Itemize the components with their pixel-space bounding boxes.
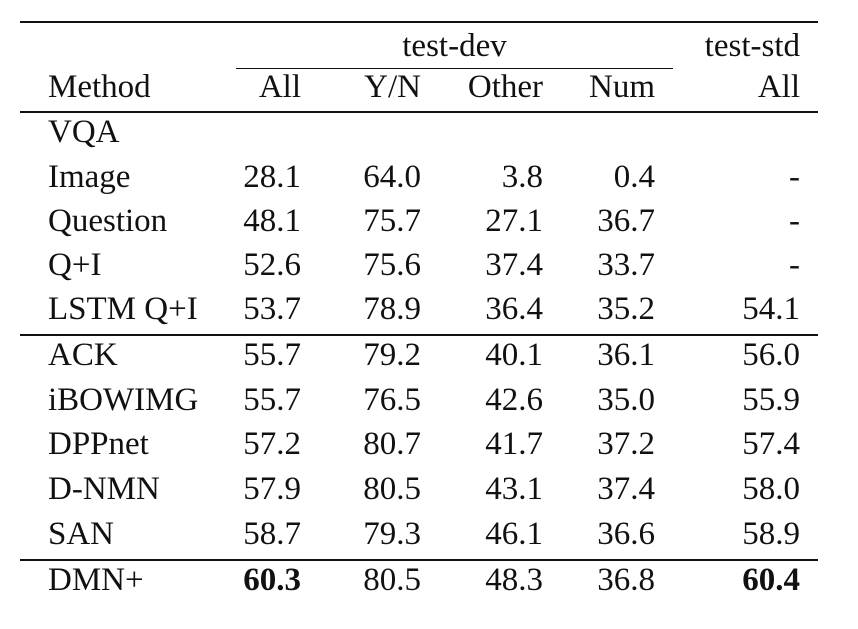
- table-cell: 40.1: [485, 337, 543, 373]
- table-cell: 35.2: [597, 291, 655, 327]
- table-cell: 35.0: [597, 382, 655, 418]
- column-header-other: Other: [467, 69, 543, 105]
- table-cell: 55.7: [243, 382, 301, 418]
- table-cell: 28.1: [243, 159, 301, 195]
- table-cell: 75.6: [363, 247, 421, 283]
- header-bottom-rule: [20, 111, 818, 113]
- column-header-method: Method: [48, 69, 151, 105]
- table-cell: 36.7: [597, 203, 655, 239]
- table-cell: 36.1: [597, 337, 655, 373]
- table-cell: 60.3: [243, 562, 301, 598]
- table-cell: 55.7: [243, 337, 301, 373]
- table-cell: 79.2: [363, 337, 421, 373]
- table-row-method: ACK: [48, 337, 118, 373]
- table-cell: 27.1: [485, 203, 543, 239]
- table-cell: 54.1: [742, 291, 800, 327]
- table-cell: 52.6: [243, 247, 301, 283]
- table-cell: 60.4: [742, 562, 800, 598]
- table-row-method: SAN: [48, 516, 115, 552]
- table-cell: 57.4: [742, 426, 800, 462]
- table-cell: 3.8: [501, 159, 543, 195]
- table-cell: 36.4: [485, 291, 543, 327]
- table-row-method: D-NMN: [48, 471, 160, 507]
- table-cell: 56.0: [742, 337, 800, 373]
- table-cell: 64.0: [363, 159, 421, 195]
- table-cell: -: [789, 159, 800, 195]
- table-cell: 57.2: [243, 426, 301, 462]
- baseline-group-rule: [20, 334, 818, 336]
- group-header-test-dev: test-dev: [402, 28, 507, 64]
- table-cell: 36.8: [597, 562, 655, 598]
- column-header-yn: Y/N: [364, 69, 421, 105]
- column-header-all: All: [258, 69, 301, 105]
- top-rule: [20, 21, 818, 23]
- table-cell: 58.0: [742, 471, 800, 507]
- table-cell: 78.9: [363, 291, 421, 327]
- table-cell: 48.1: [243, 203, 301, 239]
- table-cell: 80.5: [363, 471, 421, 507]
- table-cell: 75.7: [363, 203, 421, 239]
- table-cell: -: [789, 247, 800, 283]
- table-cell: 33.7: [597, 247, 655, 283]
- column-header-test-std-all: All: [757, 69, 800, 105]
- table-cell: 80.7: [363, 426, 421, 462]
- table-cell: 53.7: [243, 291, 301, 327]
- table-row-method: DPPnet: [48, 426, 149, 462]
- table-cell: 79.3: [363, 516, 421, 552]
- table-cell: 58.7: [243, 516, 301, 552]
- table-row-method: DMN+: [48, 562, 144, 598]
- table-cell: 58.9: [742, 516, 800, 552]
- table-cell: 37.2: [597, 426, 655, 462]
- section-label-vqa: VQA: [48, 114, 120, 150]
- table-cell: 0.4: [613, 159, 655, 195]
- table-cell: 80.5: [363, 562, 421, 598]
- table-row-method: Image: [48, 159, 131, 195]
- table-cell: 55.9: [742, 382, 800, 418]
- table-cell: 57.9: [243, 471, 301, 507]
- group-header-test-std: test-std: [704, 28, 800, 64]
- test-dev-underline: [236, 68, 673, 70]
- table-row-method: Q+I: [48, 247, 102, 283]
- table-cell: 37.4: [597, 471, 655, 507]
- final-row-rule: [20, 559, 818, 561]
- table-row-method: iBOWIMG: [48, 382, 199, 418]
- table-cell: 42.6: [485, 382, 543, 418]
- table-cell: 37.4: [485, 247, 543, 283]
- table-cell: 43.1: [485, 471, 543, 507]
- table-row-method: LSTM Q+I: [48, 291, 198, 327]
- table-cell: 41.7: [485, 426, 543, 462]
- table-cell: 46.1: [485, 516, 543, 552]
- table-cell: -: [789, 203, 800, 239]
- column-header-num: Num: [589, 69, 655, 105]
- table-cell: 76.5: [363, 382, 421, 418]
- table-cell: 36.6: [597, 516, 655, 552]
- table-cell: 48.3: [485, 562, 543, 598]
- table-row-method: Question: [48, 203, 168, 239]
